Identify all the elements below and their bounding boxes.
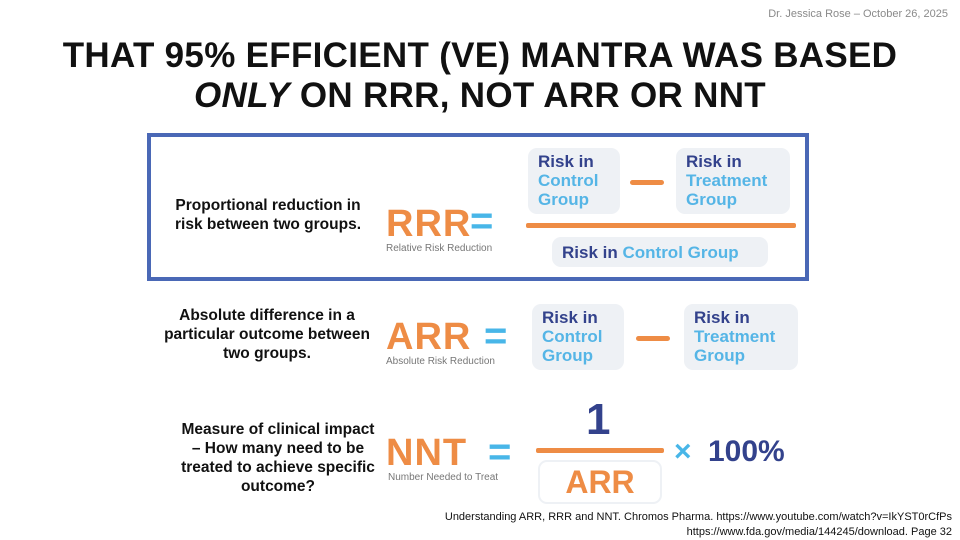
pill-dark-text: Risk in bbox=[694, 308, 750, 327]
nnt-multiplier: 100% bbox=[708, 435, 785, 468]
pill-light-text: Control Group bbox=[542, 327, 603, 365]
nnt-description: Measure of clinical impact – How many ne… bbox=[181, 421, 375, 495]
arr-treatment-pill: Risk in Treatment Group bbox=[684, 304, 798, 370]
nnt-abbreviation: NNT bbox=[386, 432, 468, 474]
title-line-2: ONLY ON RRR, NOT ARR OR NNT bbox=[0, 76, 960, 116]
title-emphasis: ONLY bbox=[194, 76, 290, 115]
pill-light-text: Control Group bbox=[622, 243, 739, 262]
arr-description: Absolute difference in a particular outc… bbox=[164, 307, 370, 362]
title-line-2-rest: ON RRR, NOT ARR OR NNT bbox=[289, 76, 766, 115]
rrr-full-name: Relative Risk Reduction bbox=[386, 243, 493, 254]
arr-full-name: Absolute Risk Reduction bbox=[386, 356, 495, 367]
rrr-abbreviation: RRR bbox=[386, 203, 472, 245]
pill-dark-text: Risk in bbox=[562, 243, 618, 262]
arr-equals-sign: = bbox=[484, 314, 508, 358]
source-citation-1: Understanding ARR, RRR and NNT. Chromos … bbox=[444, 511, 952, 523]
pill-light-text: Treatment Group bbox=[694, 327, 776, 365]
rrr-denominator-control: Risk in Control Group bbox=[552, 237, 768, 267]
pill-light-text: Control Group bbox=[538, 171, 599, 209]
slide-title: THAT 95% EFFICIENT (VE) MANTRA WAS BASED… bbox=[0, 36, 960, 116]
pill-dark-text: Risk in bbox=[542, 308, 598, 327]
rrr-fraction-bar bbox=[526, 223, 796, 228]
source-citation-2: https://www.fda.gov/media/144245/downloa… bbox=[686, 526, 952, 538]
arr-minus-sign bbox=[636, 336, 670, 341]
rrr-numerator-treatment: Risk in Treatment Group bbox=[676, 148, 790, 214]
nnt-fraction-bar bbox=[536, 448, 664, 453]
pill-light-text: Treatment Group bbox=[686, 171, 768, 209]
rrr-equals-sign: = bbox=[470, 199, 494, 243]
nnt-times-sign: × bbox=[674, 435, 692, 468]
rrr-highlight-box bbox=[147, 133, 809, 281]
arr-control-pill: Risk in Control Group bbox=[532, 304, 624, 370]
nnt-full-name: Number Needed to Treat bbox=[388, 472, 499, 483]
rrr-description: Proportional reduction in risk between t… bbox=[174, 197, 362, 233]
nnt-equals-sign: = bbox=[488, 430, 512, 474]
arr-abbreviation: ARR bbox=[386, 316, 472, 358]
rrr-minus-sign bbox=[630, 180, 664, 185]
title-line-1: THAT 95% EFFICIENT (VE) MANTRA WAS BASED bbox=[62, 36, 898, 75]
nnt-denominator-box: ARR bbox=[538, 460, 662, 504]
rrr-numerator-control: Risk in Control Group bbox=[528, 148, 620, 214]
nnt-numerator: 1 bbox=[586, 395, 611, 444]
pill-dark-text: Risk in bbox=[538, 152, 594, 171]
author-date: Dr. Jessica Rose – October 26, 2025 bbox=[768, 8, 948, 20]
pill-dark-text: Risk in bbox=[686, 152, 742, 171]
